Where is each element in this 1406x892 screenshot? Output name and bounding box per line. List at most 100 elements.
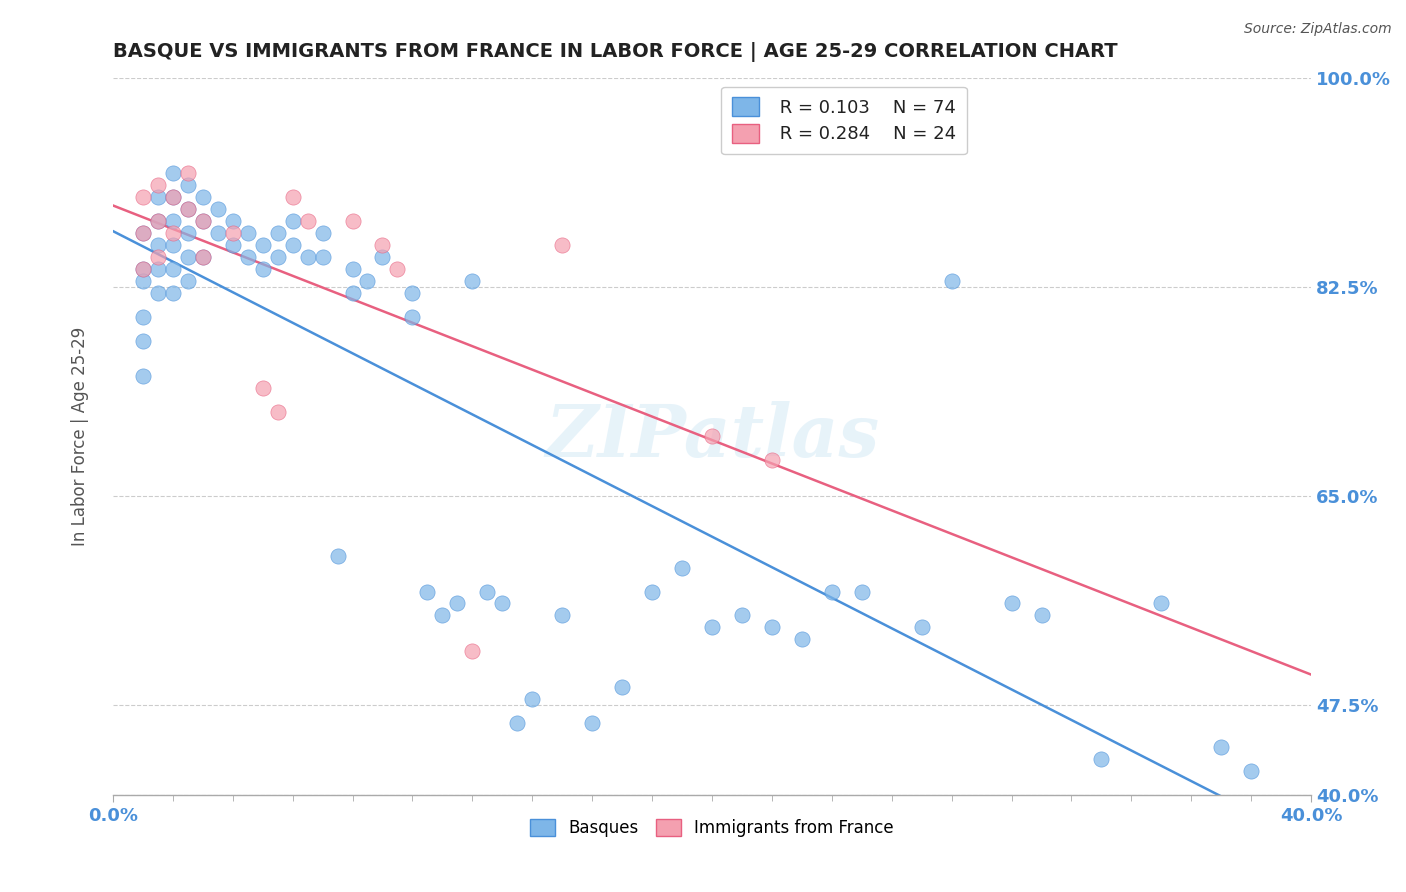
Point xyxy=(266,405,288,419)
Point xyxy=(162,214,184,228)
Point xyxy=(761,620,783,634)
Y-axis label: In Labor Force | Age 25-29: In Labor Force | Age 25-29 xyxy=(72,326,89,546)
Point xyxy=(236,250,259,264)
Point xyxy=(191,214,214,228)
Point xyxy=(281,238,304,252)
Point xyxy=(401,310,423,324)
Point xyxy=(132,261,155,276)
Point xyxy=(207,226,229,240)
Point xyxy=(281,214,304,228)
Point xyxy=(162,285,184,300)
Point xyxy=(146,178,169,193)
Point xyxy=(132,226,155,240)
Point xyxy=(177,202,200,216)
Text: ZIPatlas: ZIPatlas xyxy=(546,401,879,472)
Point xyxy=(132,310,155,324)
Point xyxy=(191,250,214,264)
Point xyxy=(1000,597,1022,611)
Point xyxy=(266,226,288,240)
Point xyxy=(1090,752,1112,766)
Point xyxy=(522,692,544,706)
Point xyxy=(132,261,155,276)
Point xyxy=(162,261,184,276)
Point xyxy=(146,214,169,228)
Point xyxy=(146,250,169,264)
Text: Source: ZipAtlas.com: Source: ZipAtlas.com xyxy=(1244,22,1392,37)
Point xyxy=(132,190,155,204)
Point xyxy=(387,261,409,276)
Point xyxy=(266,250,288,264)
Point xyxy=(162,190,184,204)
Point xyxy=(236,226,259,240)
Point xyxy=(401,285,423,300)
Point xyxy=(671,560,693,574)
Point xyxy=(162,190,184,204)
Point xyxy=(851,584,873,599)
Point xyxy=(506,716,529,731)
Point xyxy=(1240,764,1263,778)
Point xyxy=(416,584,439,599)
Point xyxy=(581,716,603,731)
Point xyxy=(162,226,184,240)
Point xyxy=(356,274,378,288)
Point xyxy=(297,250,319,264)
Point xyxy=(146,238,169,252)
Point xyxy=(731,608,754,623)
Point xyxy=(821,584,844,599)
Point xyxy=(207,202,229,216)
Point xyxy=(311,226,333,240)
Point xyxy=(911,620,934,634)
Point xyxy=(326,549,349,563)
Point xyxy=(1150,597,1173,611)
Point xyxy=(177,178,200,193)
Legend: Basques, Immigrants from France: Basques, Immigrants from France xyxy=(523,813,900,844)
Point xyxy=(311,250,333,264)
Point xyxy=(132,334,155,348)
Point xyxy=(342,261,364,276)
Point xyxy=(446,597,468,611)
Point xyxy=(342,214,364,228)
Point xyxy=(221,214,243,228)
Point xyxy=(941,274,963,288)
Point xyxy=(1211,739,1233,754)
Point xyxy=(761,453,783,467)
Point xyxy=(371,250,394,264)
Point xyxy=(177,250,200,264)
Point xyxy=(177,274,200,288)
Point xyxy=(641,584,664,599)
Point xyxy=(177,226,200,240)
Point xyxy=(342,285,364,300)
Text: BASQUE VS IMMIGRANTS FROM FRANCE IN LABOR FORCE | AGE 25-29 CORRELATION CHART: BASQUE VS IMMIGRANTS FROM FRANCE IN LABO… xyxy=(112,42,1118,62)
Point xyxy=(162,238,184,252)
Point xyxy=(146,214,169,228)
Point xyxy=(191,250,214,264)
Point xyxy=(610,680,633,694)
Point xyxy=(477,584,499,599)
Point xyxy=(177,202,200,216)
Point xyxy=(297,214,319,228)
Point xyxy=(221,226,243,240)
Point xyxy=(432,608,454,623)
Point xyxy=(461,644,484,658)
Point xyxy=(132,226,155,240)
Point xyxy=(191,214,214,228)
Point xyxy=(162,166,184,180)
Point xyxy=(461,274,484,288)
Point xyxy=(132,369,155,384)
Point xyxy=(191,190,214,204)
Point xyxy=(491,597,513,611)
Point xyxy=(700,620,723,634)
Point xyxy=(252,381,274,395)
Point xyxy=(790,632,813,647)
Point xyxy=(551,238,574,252)
Point xyxy=(551,608,574,623)
Point xyxy=(146,190,169,204)
Point xyxy=(146,285,169,300)
Point xyxy=(252,261,274,276)
Point xyxy=(132,274,155,288)
Point xyxy=(371,238,394,252)
Point xyxy=(146,261,169,276)
Point xyxy=(281,190,304,204)
Point xyxy=(700,429,723,443)
Point xyxy=(177,166,200,180)
